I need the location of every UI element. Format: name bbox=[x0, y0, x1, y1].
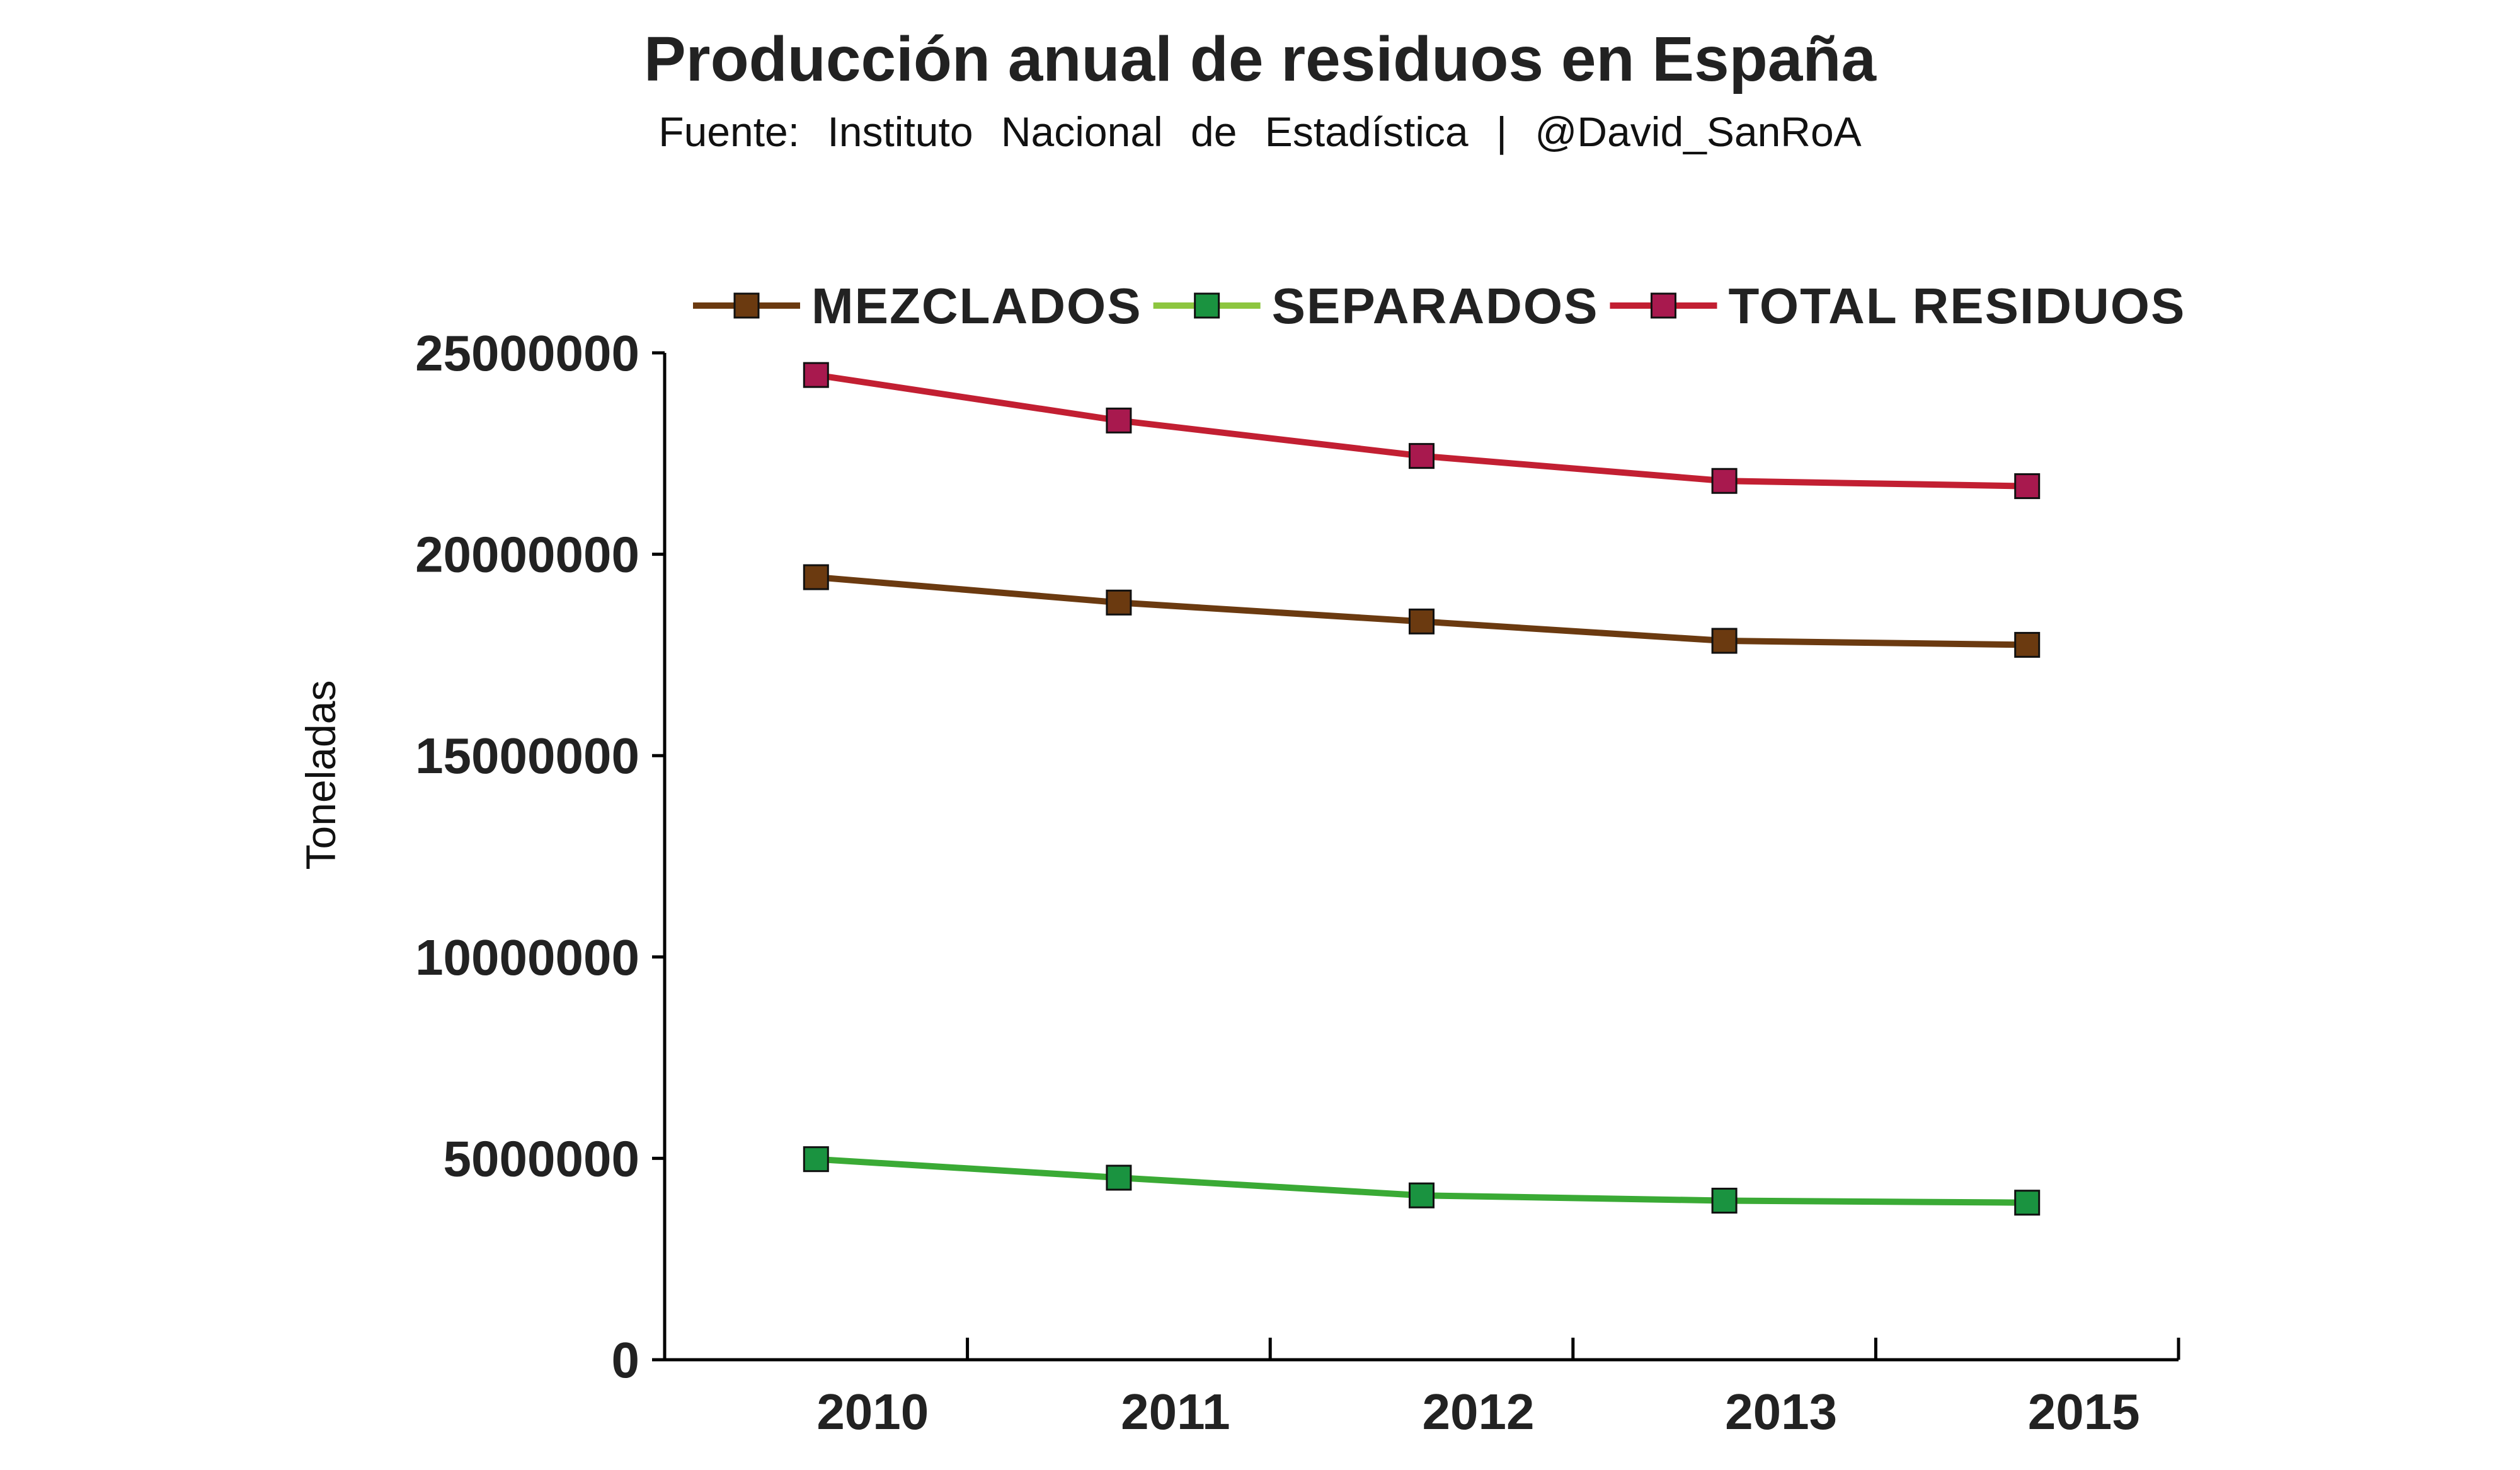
legend-item: MEZCLADOS bbox=[693, 278, 1142, 334]
data-point bbox=[803, 564, 829, 590]
chart-title: Producción anual de residuos en España bbox=[644, 24, 1877, 95]
data-point bbox=[1106, 407, 1132, 434]
data-point bbox=[1106, 589, 1132, 616]
data-point bbox=[803, 362, 829, 388]
data-point bbox=[1106, 1164, 1132, 1191]
x-tick-label: 2012 bbox=[1423, 1384, 1535, 1440]
x-tick-label: 2011 bbox=[1121, 1384, 1230, 1440]
y-tick-label: 0 bbox=[612, 1332, 640, 1388]
series-layer bbox=[803, 362, 2041, 1216]
data-point bbox=[1711, 628, 1738, 654]
y-tick-label: 5000000 bbox=[444, 1130, 639, 1186]
data-point bbox=[1409, 608, 1435, 635]
legend: MEZCLADOS SEPARADOS TOTAL RESIDUOS bbox=[693, 278, 2185, 334]
legend-label: TOTAL RESIDUOS bbox=[1728, 278, 2185, 334]
series-separados bbox=[803, 1146, 2041, 1216]
data-point bbox=[2014, 473, 2041, 500]
series-total-residuos bbox=[803, 362, 2041, 500]
x-tick-label: 2010 bbox=[816, 1384, 929, 1440]
y-tick-label: 20000000 bbox=[415, 527, 639, 583]
x-tick-label: 2013 bbox=[1725, 1384, 1837, 1440]
legend-label: MEZCLADOS bbox=[811, 278, 1142, 334]
data-point bbox=[1409, 443, 1435, 469]
data-point bbox=[1711, 468, 1738, 494]
chart-subtitle: Fuente: Instituto Nacional de Estadístic… bbox=[658, 108, 1861, 155]
y-tick-label: 15000000 bbox=[415, 728, 639, 784]
data-point bbox=[1409, 1182, 1435, 1209]
legend-label: SEPARADOS bbox=[1272, 278, 1599, 334]
series-line bbox=[813, 372, 2030, 490]
data-point bbox=[2014, 631, 2041, 658]
legend-item: TOTAL RESIDUOS bbox=[1610, 278, 2185, 334]
data-point bbox=[803, 1146, 829, 1173]
legend-marker bbox=[733, 292, 760, 319]
data-point bbox=[1711, 1188, 1738, 1214]
legend-marker bbox=[1650, 292, 1676, 319]
axes: 0 5000000 10000000 15000000 20000000 25000000… bbox=[415, 325, 2180, 1440]
x-tick-label: 2015 bbox=[2028, 1384, 2140, 1440]
y-tick-label: 25000000 bbox=[415, 325, 639, 381]
legend-item: SEPARADOS bbox=[1153, 278, 1599, 334]
y-axis-title: Toneladas bbox=[297, 680, 344, 870]
legend-marker bbox=[1194, 292, 1220, 319]
data-point bbox=[2014, 1190, 2041, 1216]
series-mezclados bbox=[803, 564, 2041, 658]
y-tick-label: 10000000 bbox=[415, 929, 639, 985]
